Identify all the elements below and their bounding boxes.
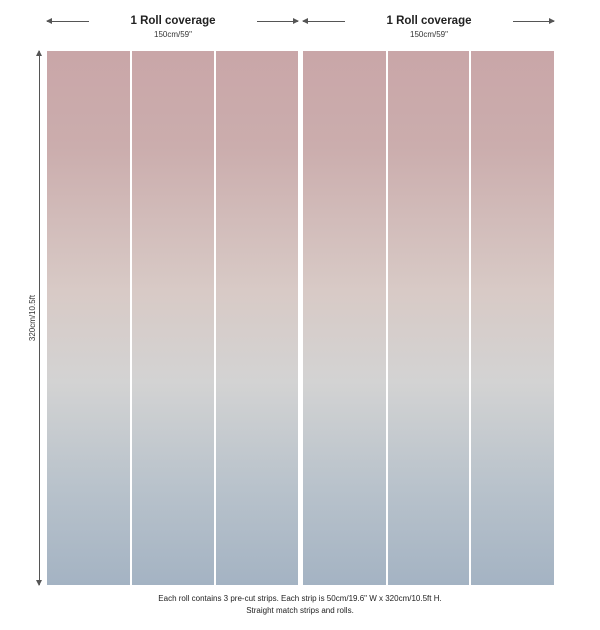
strip-divider xyxy=(214,51,216,585)
roll-1-coverage-title: 1 Roll coverage xyxy=(89,14,257,28)
strip-divider xyxy=(130,51,132,585)
strip-divider xyxy=(386,51,388,585)
arrow-right-icon xyxy=(549,18,555,24)
arrow-left-icon xyxy=(46,18,52,24)
height-label: 320cm/10.5ft xyxy=(28,291,38,345)
strip-info-caption: Each roll contains 3 pre-cut strips. Eac… xyxy=(158,594,442,603)
arrow-left-icon xyxy=(302,18,308,24)
arrow-right-icon xyxy=(293,18,299,24)
strip-divider xyxy=(469,51,471,585)
arrow-down-icon xyxy=(36,580,42,586)
arrow-up-icon xyxy=(36,50,42,56)
roll-1-coverage-size: 150cm/59" xyxy=(154,30,192,39)
roll-2-panel xyxy=(303,51,554,585)
roll-1-panel xyxy=(47,51,298,585)
roll-2-coverage-size: 150cm/59" xyxy=(410,30,448,39)
height-arrow xyxy=(36,50,42,586)
match-info-caption: Straight match strips and rolls. xyxy=(246,606,354,615)
roll-2-coverage-title: 1 Roll coverage xyxy=(345,14,513,28)
